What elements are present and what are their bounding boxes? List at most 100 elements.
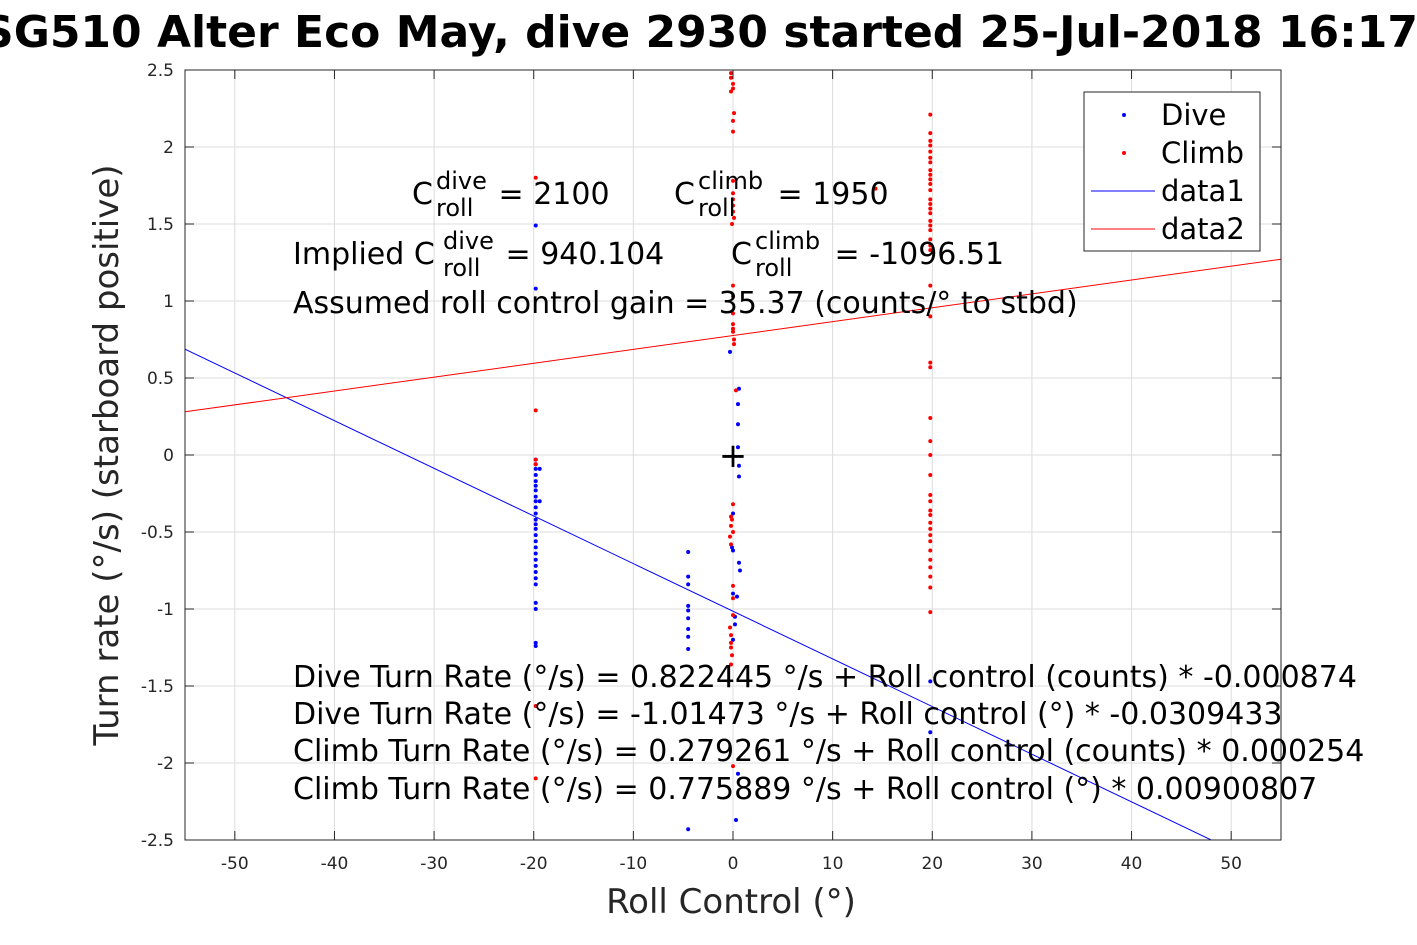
climb-point bbox=[729, 523, 734, 528]
climb-point bbox=[729, 89, 734, 94]
climb-point bbox=[731, 294, 735, 299]
y-tick-label: 1 bbox=[163, 292, 174, 312]
y-tick-label: -0.5 bbox=[141, 523, 174, 543]
c-roll-climb-sub: roll bbox=[698, 194, 735, 222]
climb-point bbox=[928, 548, 933, 553]
c-roll-climb-value: = 1950 bbox=[768, 177, 889, 212]
climb-point bbox=[928, 610, 933, 615]
climb-point bbox=[928, 439, 933, 444]
climb-point bbox=[928, 206, 933, 211]
dive-point bbox=[686, 647, 691, 652]
dive-point bbox=[736, 474, 741, 479]
x-tick-label: -40 bbox=[321, 854, 349, 874]
climb-point bbox=[731, 129, 735, 134]
dive-point bbox=[735, 422, 740, 427]
dive-point bbox=[533, 600, 538, 605]
climb-point bbox=[928, 416, 933, 421]
climb-point bbox=[533, 408, 538, 413]
climb-point bbox=[731, 329, 735, 334]
dive-point bbox=[686, 582, 691, 587]
climb-point bbox=[928, 453, 933, 457]
legend-climb-label: Climb bbox=[1161, 136, 1244, 170]
climb-eq-counts: Climb Turn Rate (°/s) = 0.279261 °/s + R… bbox=[293, 734, 1364, 769]
climb-point bbox=[731, 764, 735, 769]
climb-point bbox=[731, 283, 735, 288]
roll-gain-annotation: Assumed roll control gain = 35.37 (count… bbox=[293, 286, 1078, 321]
c-roll-dive-sup: dive bbox=[436, 167, 487, 195]
dive-point bbox=[533, 494, 538, 499]
legend-data2-label: data2 bbox=[1161, 212, 1245, 246]
dive-point bbox=[533, 576, 538, 581]
dive-point bbox=[686, 627, 691, 632]
dive-point bbox=[735, 445, 740, 450]
implied-dive-sup: dive bbox=[443, 227, 494, 255]
climb-eq-degrees: Climb Turn Rate (°/s) = 0.775889 °/s + R… bbox=[293, 772, 1317, 807]
climb-point bbox=[928, 197, 933, 202]
scatter-points bbox=[533, 71, 933, 832]
dive-point bbox=[533, 488, 538, 493]
x-tick-label: 40 bbox=[1121, 854, 1143, 874]
dive-point bbox=[533, 526, 538, 531]
implied-climb-sup: climb bbox=[755, 227, 820, 255]
legend: Dive Climb data1 data2 bbox=[1083, 91, 1261, 252]
climb-point bbox=[928, 131, 933, 136]
climb-point bbox=[731, 118, 735, 123]
climb-point bbox=[533, 776, 538, 781]
dive-point bbox=[533, 517, 538, 522]
chart-title: SG510 Alter Eco May, dive 2930 started 2… bbox=[0, 7, 1417, 58]
climb-point bbox=[928, 248, 933, 253]
climb-point bbox=[730, 517, 735, 522]
climb-point bbox=[731, 209, 735, 214]
legend-dive-marker bbox=[1122, 113, 1126, 117]
implied-prefix: Implied C bbox=[293, 237, 435, 272]
x-tick-label: -30 bbox=[420, 854, 448, 874]
climb-point bbox=[928, 557, 933, 562]
climb-point bbox=[731, 86, 735, 91]
climb-point bbox=[928, 520, 933, 525]
climb-point bbox=[729, 514, 734, 519]
c-roll-climb-base: C bbox=[674, 177, 695, 212]
x-tick-label: 30 bbox=[1021, 854, 1043, 874]
dive-point bbox=[928, 679, 933, 684]
climb-point bbox=[873, 186, 878, 191]
climb-point bbox=[533, 175, 538, 180]
climb-point bbox=[731, 342, 736, 347]
dive-point bbox=[734, 594, 739, 599]
implied-climb-sub: roll bbox=[755, 254, 792, 282]
climb-point bbox=[928, 360, 933, 365]
climb-point bbox=[729, 542, 734, 547]
dive-point bbox=[731, 511, 735, 516]
climb-point bbox=[928, 218, 933, 223]
y-tick-label: 2.5 bbox=[147, 61, 174, 81]
fit-lines bbox=[185, 258, 1281, 840]
implied-dive-value: = 940.104 bbox=[496, 237, 664, 272]
x-tick-label: 20 bbox=[921, 854, 943, 874]
climb-point bbox=[728, 625, 733, 630]
dive-point bbox=[731, 637, 735, 642]
climb-point bbox=[928, 283, 933, 288]
climb-point bbox=[928, 499, 933, 504]
climb-point bbox=[928, 243, 933, 248]
y-tick-label: -2 bbox=[157, 754, 174, 774]
dive-point bbox=[686, 603, 691, 608]
climb-point bbox=[731, 178, 735, 183]
dive-point bbox=[533, 545, 538, 550]
dive-point bbox=[533, 551, 538, 556]
climb-point bbox=[928, 138, 933, 143]
dive-point bbox=[533, 557, 538, 562]
dive-point bbox=[533, 522, 538, 527]
dive-point bbox=[533, 533, 538, 538]
dive-eq-counts: Dive Turn Rate (°/s) = 0.822445 °/s + Ro… bbox=[293, 660, 1357, 695]
dive-point bbox=[533, 511, 538, 516]
climb-point bbox=[928, 473, 933, 478]
climb-point bbox=[928, 177, 933, 182]
dive-point bbox=[533, 499, 538, 504]
data2-fit-line bbox=[185, 258, 1281, 413]
climb-point bbox=[729, 633, 734, 638]
climb-point bbox=[928, 574, 933, 579]
climb-point bbox=[731, 203, 735, 208]
dive-point bbox=[533, 473, 538, 478]
dive-point bbox=[533, 582, 538, 587]
